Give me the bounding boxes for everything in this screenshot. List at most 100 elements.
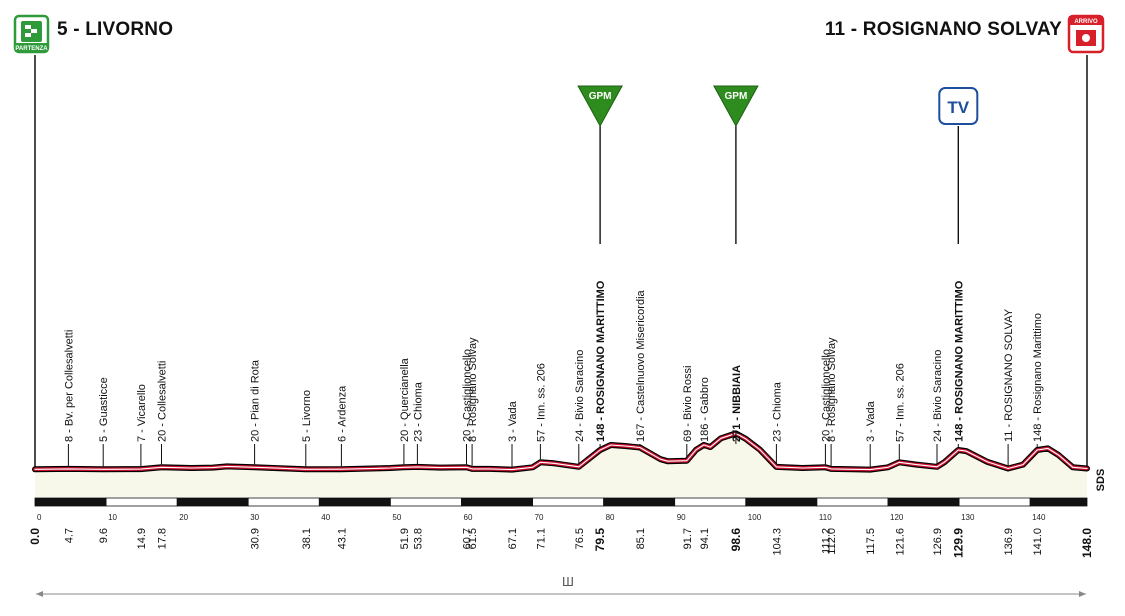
gpm-label: GPM [725,91,748,102]
gpm-triangle-icon [577,85,623,128]
point-name: 148 - Rosignano Marittimo [1032,313,1044,442]
point-km: 91.7 [682,528,694,549]
point-km: 79.5 [593,528,607,552]
point-name: 186 - Gabbro [699,377,711,442]
point-name: 167 - Castelnuovo Misericordia [635,289,647,442]
point-km: 61.5 [467,528,479,549]
axis-tick-label: 110 [819,513,832,522]
point-km: 38.1 [301,528,313,549]
gpm-label: GPM [589,91,612,102]
point-name: 24 - Bivio Saracino [932,350,944,442]
scale-segment [176,497,249,507]
scale-segment [461,497,533,507]
point-km: 53.8 [412,528,424,549]
scale-segment [958,497,1031,507]
distance-glyph: Ш [562,574,574,589]
point-km: 0.0 [28,528,42,545]
tv-icon [938,87,979,125]
point-km: 9.6 [98,528,110,543]
point-name: 24 - Bivio Saracino [574,350,586,442]
point-km: 14.9 [136,528,148,549]
point-name: 8 - Rosignano Solvay [826,337,838,442]
point-labels: 8 - Bv. per Collesalvetti 5 - Guasticce 7 … [63,280,1044,467]
point-name: 8 - Bv. per Collesalvetti [63,330,75,442]
point-name: 20 - Castiglioncello [820,349,832,442]
axis-tick-label: 80 [606,513,615,522]
point-km: 67.1 [507,528,519,549]
point-km: 111.2 [820,528,832,554]
gpm-triangle-icon [713,85,759,128]
gpm-marker: GPM [713,85,759,244]
point-name: 23 - Chioma [412,381,424,442]
scale-segment [887,497,960,507]
axis-tick-label: 10 [108,513,117,522]
point-name: 57 - Inn. ss. 206 [894,363,906,442]
point-km: 141.0 [1032,528,1044,556]
km-scale-bar: 0 10 20 30 40 50 60 70 80 90 100 110 120 130 140 [34,497,1088,522]
scale-segment [603,497,676,507]
scale-segment [816,497,889,507]
point-km: 104.3 [771,528,783,556]
scale-segment [247,497,320,507]
point-km: 112.0 [826,528,838,555]
scale-segment [532,497,605,507]
climb-markers: GPM GPM TV [577,85,979,244]
scale-segment [105,497,178,507]
start-badge-label: PARTENZA [15,46,48,52]
distance-arrow: Ш [36,574,1086,597]
point-km: 30.9 [250,528,262,549]
axis-tick-label: 60 [464,513,473,522]
point-name: 20 - Collesalvetti [157,361,169,442]
point-km: 126.9 [932,528,944,556]
point-km: 4.7 [63,528,75,543]
start-badge: PARTENZA [13,14,50,54]
profile-highlight [34,432,1088,471]
scale-segment [745,497,818,507]
axis-tick-label: 40 [321,513,330,522]
point-km: 121.6 [894,528,906,556]
point-km: 94.1 [699,528,711,549]
point-name: 20 - Castiglioncello [462,349,474,442]
point-km: 71.1 [535,528,547,549]
sds-mark: SDS [1095,469,1107,492]
axis-tick-label: 50 [392,513,401,522]
point-km: 98.6 [729,528,743,552]
scale-segment [34,497,107,507]
tv-label: TV [947,98,969,117]
axis-tick-label: 130 [961,513,975,522]
finish-badge: ARRIVO [1067,14,1105,54]
axis-tick-label: 70 [535,513,544,522]
point-km: 76.5 [574,528,586,549]
point-name: 5 - Guasticce [98,377,110,442]
axis-tick-label: 120 [890,513,904,522]
point-name: 57 - Inn. ss. 206 [535,363,547,442]
point-name: 20 - Quercianella [399,357,411,442]
point-name: 3 - Vada [507,400,519,442]
axis-tick-label: 90 [677,513,686,522]
checkered-flag-icon [25,25,37,37]
scale-segment [1029,497,1088,507]
point-name: 8 - Rosignano Solvay [467,337,479,442]
scale-segment [389,497,462,507]
start-location: 5 - LIVORNO [57,19,173,40]
gpm-marker: GPM [577,85,623,244]
point-km: 60.7 [462,528,474,549]
point-km: 117.5 [865,528,877,555]
point-name: 271 - NIBBIAIA [731,365,743,442]
axis-tick-label: 100 [748,513,762,522]
finish-location: 11 - ROSIGNANO SOLVAY [825,19,1062,40]
point-name: 23 - Chioma [771,381,783,442]
scale-segment [318,497,391,507]
point-name: 148 - ROSIGNANO MARITTIMO [953,280,965,442]
axis-tick-label: 0 [37,513,42,522]
profile-layer [32,430,1090,497]
km-labels: 0.0 4.7 9.6 14.9 17.8 30.9 38.1 43.1 51.9 53.8 60.… [28,528,1094,558]
point-name: 3 - Vada [865,400,877,442]
point-name: 7 - Vicarello [136,384,148,442]
point-name: 20 - Pian di Rota [250,359,262,442]
point-km: 17.8 [157,528,169,549]
point-km: 148.0 [1080,528,1094,558]
point-name: 6 - Ardenza [336,385,348,442]
axis-tick-label: 30 [250,513,259,522]
